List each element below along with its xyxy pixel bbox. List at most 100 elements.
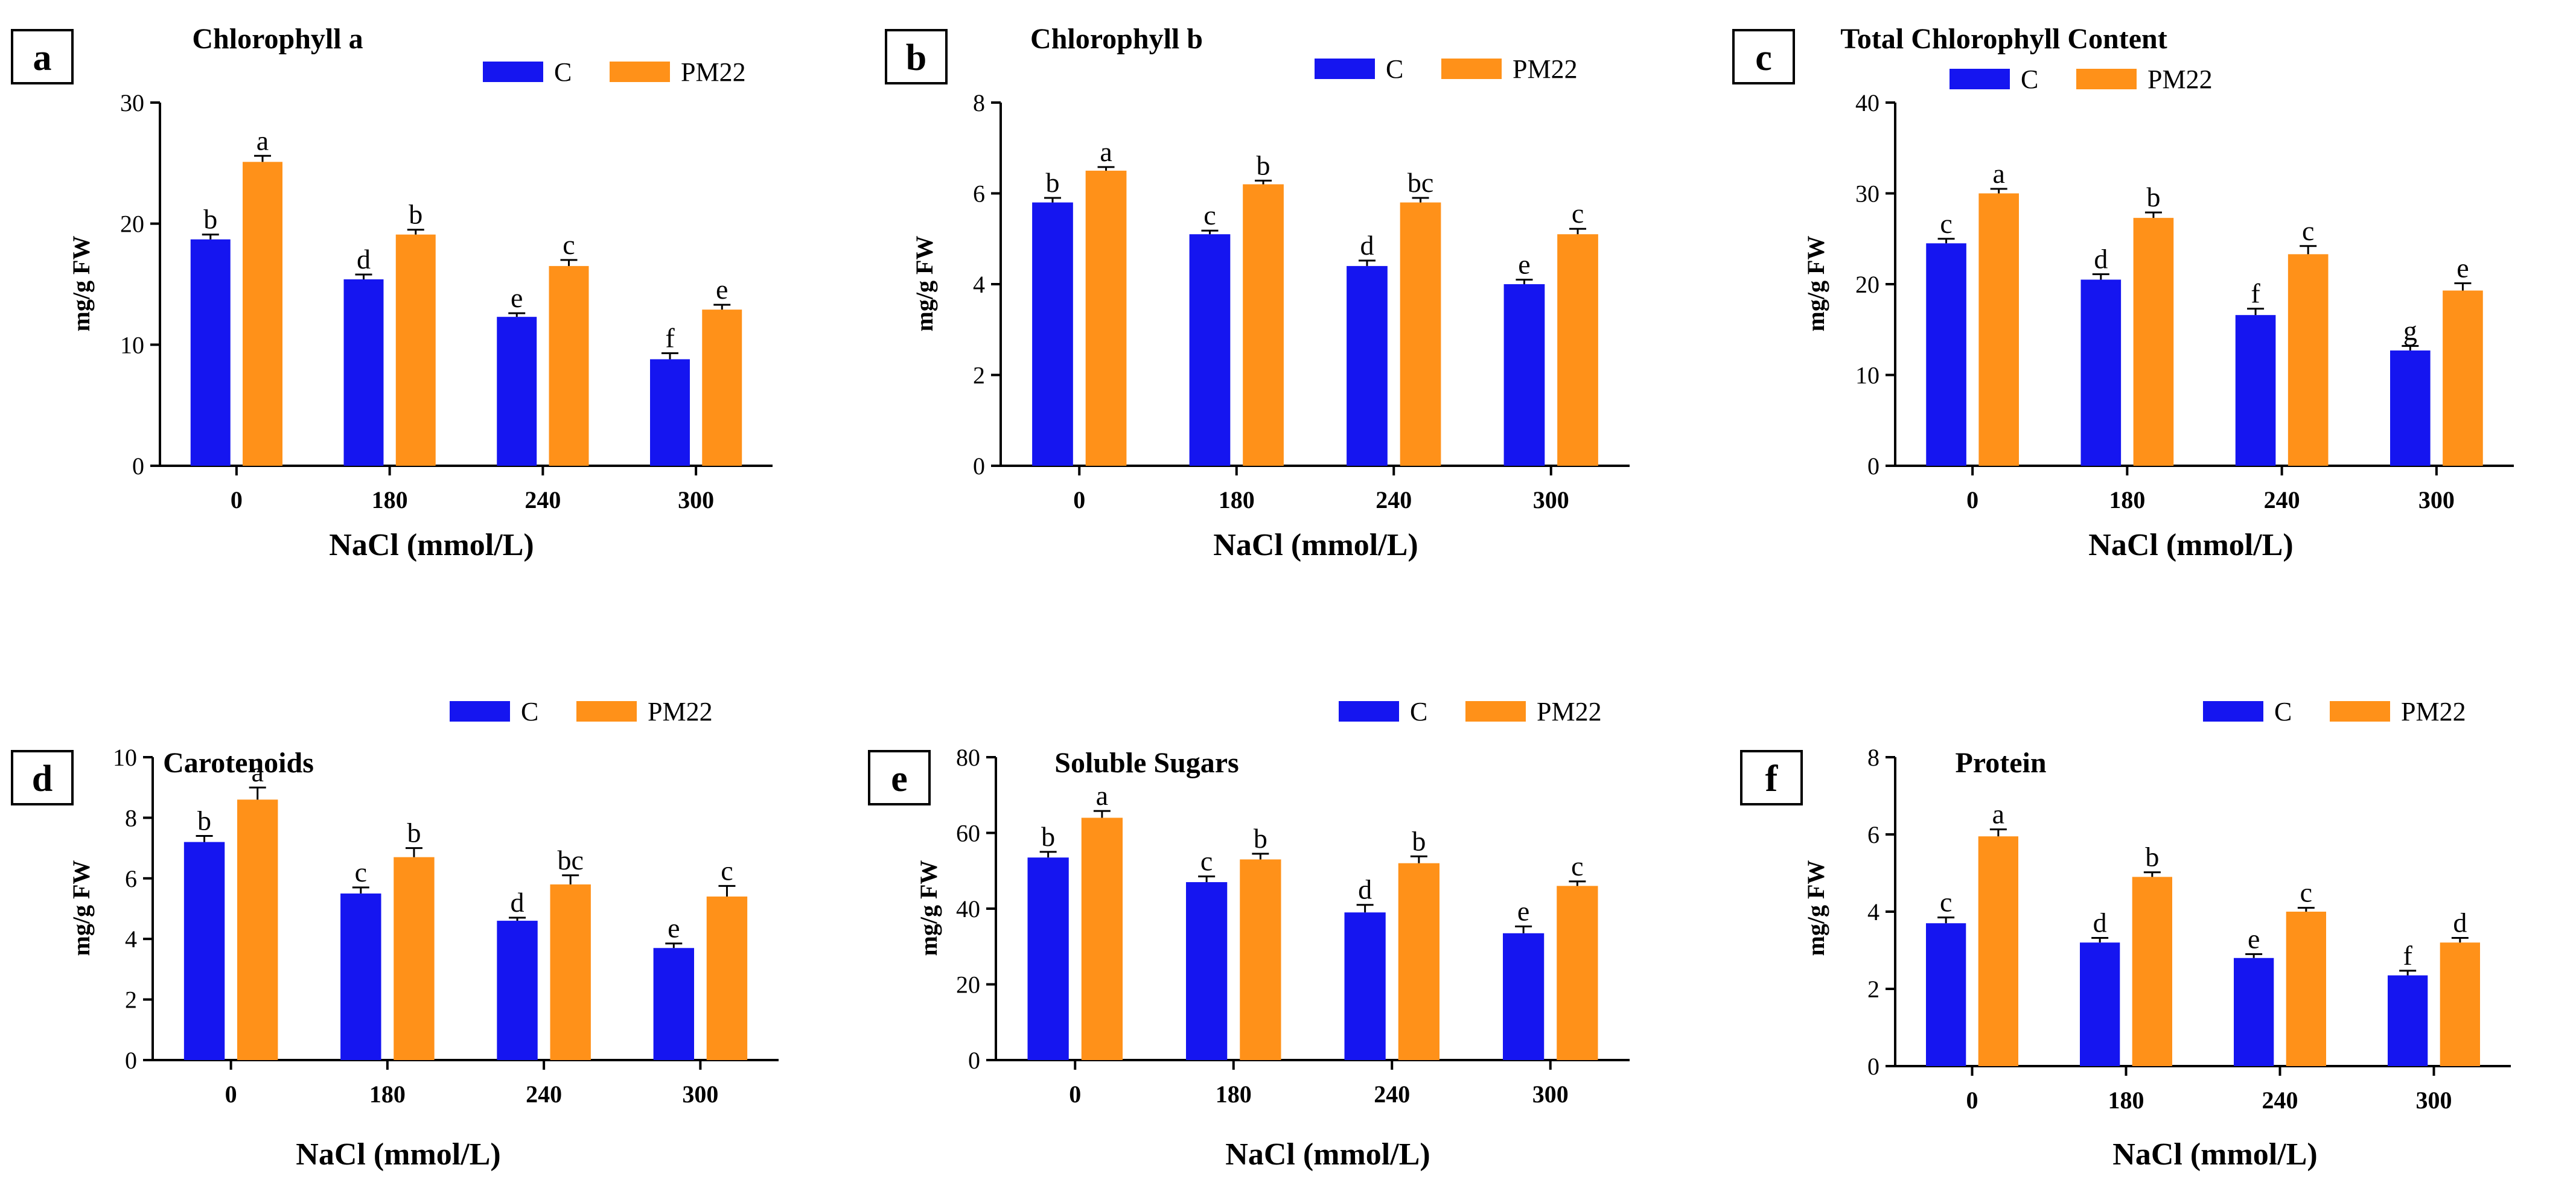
significance-letter: g [2403, 315, 2417, 346]
bar-pm22-0 [1081, 818, 1123, 1060]
x-tick-label: 0 [1069, 1081, 1081, 1108]
y-tick-label: 40 [956, 895, 980, 923]
significance-letter: b [1254, 823, 1267, 854]
bar-pm22-240 [1400, 202, 1441, 466]
bar-pm22-0 [1978, 193, 2019, 466]
significance-letter: a [1096, 780, 1108, 811]
y-tick-label: 2 [1867, 976, 1879, 1003]
legend-swatch-c [450, 701, 510, 722]
panel-letter: f [1765, 758, 1779, 799]
bar-c-0 [1032, 202, 1073, 466]
x-tick-label: 300 [2416, 1087, 2452, 1114]
x-tick-label: 240 [2262, 1087, 2298, 1114]
y-tick-label: 8 [125, 804, 137, 831]
chart-panel-c: c Total Chlorophyll Content 0 10 20 30 40 mg/g … [1732, 23, 2514, 562]
legend-swatch-pm22 [2330, 701, 2390, 722]
bar-c-300 [1503, 933, 1545, 1060]
bar-pm22-240 [549, 265, 589, 466]
legend-swatch-pm22 [576, 701, 637, 722]
y-tick-label: 60 [956, 820, 980, 847]
significance-letter: b [2146, 182, 2160, 212]
bar-pm22-180 [1243, 184, 1284, 466]
bar-c-300 [650, 359, 690, 466]
x-tick-label: 240 [526, 1081, 562, 1108]
x-tick-label: 0 [1966, 486, 1978, 513]
y-tick-label: 10 [120, 331, 144, 358]
x-axis-label: NaCl (mmol/L) [329, 528, 534, 562]
panel-letter: a [33, 37, 52, 78]
significance-letter: d [1358, 874, 1372, 905]
chart-title: Chlorophyll a [192, 23, 363, 55]
legend: C PM22 [1315, 54, 1578, 84]
y-tick-label: 6 [1867, 821, 1879, 848]
bar-c-180 [1189, 234, 1231, 466]
y-tick-label: 10 [1855, 362, 1879, 389]
significance-letter: bc [1408, 167, 1433, 198]
bar-pm22-300 [1557, 234, 1598, 466]
legend-swatch-c [1950, 69, 2010, 89]
bar-pm22-180 [2133, 218, 2174, 466]
significance-letter: d [2093, 907, 2107, 938]
significance-letter: e [668, 913, 680, 944]
bar-c-180 [1186, 882, 1228, 1060]
x-tick-label: 180 [372, 486, 408, 513]
legend-swatch-pm22 [610, 62, 670, 82]
y-tick-label: 6 [973, 180, 985, 208]
x-tick-label: 180 [1219, 486, 1255, 513]
bar-c-300 [2390, 350, 2431, 466]
bar-c-240 [2235, 315, 2276, 466]
legend-swatch-c [1339, 701, 1399, 722]
y-tick-label: 20 [120, 211, 144, 238]
significance-letter: c [355, 857, 367, 888]
significance-letter: a [257, 125, 269, 156]
y-axis-label: mg/g FW [68, 860, 95, 956]
panel-label-c: c [1732, 29, 1795, 84]
y-tick-label: 0 [132, 453, 144, 480]
significance-letter: b [1412, 825, 1426, 856]
legend-label: PM22 [648, 697, 713, 726]
legend-swatch-c [2203, 701, 2263, 722]
bar-c-0 [183, 842, 225, 1060]
significance-letter: b [1041, 821, 1055, 852]
y-tick-label: 2 [973, 362, 985, 389]
legend: C PM22 [1339, 697, 1602, 726]
significance-letter: b [1257, 150, 1270, 180]
x-tick-label: 300 [682, 1081, 718, 1108]
x-tick-label: 0 [1073, 486, 1085, 513]
significance-letter: c [721, 855, 733, 886]
y-axis-label: mg/g FW [1802, 860, 1829, 956]
y-tick-label: 20 [1855, 271, 1879, 298]
legend-label: PM22 [681, 57, 746, 87]
panel-label-d: d [11, 750, 74, 805]
y-tick-label: 4 [973, 271, 985, 298]
significance-letter: e [716, 274, 728, 305]
legend-label: C [2274, 697, 2292, 726]
significance-letter: c [2302, 215, 2314, 246]
significance-letter: e [1518, 249, 1530, 279]
y-tick-label: 0 [973, 453, 985, 480]
x-tick-label: 240 [1376, 486, 1412, 513]
bar-c-300 [653, 948, 695, 1060]
legend-label: PM22 [2147, 65, 2213, 94]
y-tick-label: 4 [125, 926, 137, 953]
bar-c-180 [343, 279, 384, 466]
bar-pm22-300 [2443, 290, 2483, 466]
bar-c-240 [1344, 912, 1386, 1060]
chart-title: Protein [1955, 747, 2046, 779]
bar-pm22-180 [1240, 859, 1281, 1060]
chart-panel-a: a Chlorophyll a 0 10 20 30 mg/g FW 0 b a 180 d b 240 e… [11, 23, 773, 562]
x-tick-label: 0 [1966, 1087, 1978, 1114]
bar-c-0 [1926, 243, 1966, 466]
bar-c-180 [2080, 942, 2120, 1066]
bar-pm22-240 [2286, 912, 2326, 1066]
x-tick-label: 180 [1216, 1081, 1252, 1108]
x-tick-label: 240 [524, 486, 561, 513]
bar-c-240 [1347, 265, 1388, 466]
x-axis-label: NaCl (mmol/L) [2112, 1137, 2317, 1172]
y-tick-label: 80 [956, 744, 980, 771]
legend: C PM22 [1950, 65, 2213, 94]
significance-letter: c [1204, 200, 1216, 230]
bar-pm22-180 [395, 234, 436, 466]
panel-letter: e [891, 758, 908, 799]
bar-c-300 [2388, 975, 2428, 1066]
